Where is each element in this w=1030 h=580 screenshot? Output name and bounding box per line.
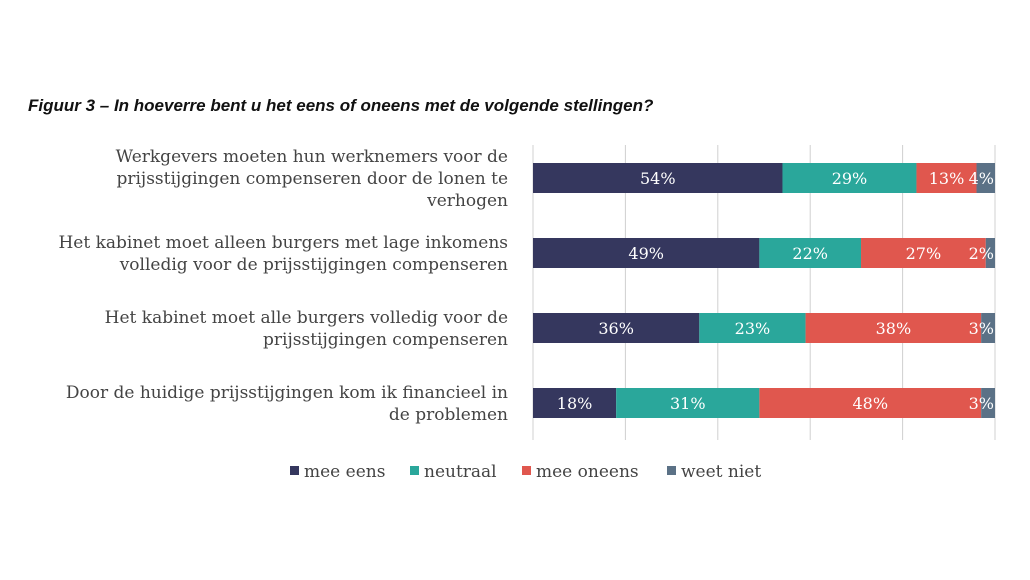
legend-swatch	[522, 466, 531, 475]
data-label: 23%	[735, 319, 771, 338]
legend-swatch	[290, 466, 299, 475]
bar-mee-eens	[533, 238, 760, 268]
category-label: Werkgevers moeten hun werknemers voor de…	[116, 147, 508, 211]
bar-neutraal	[699, 313, 806, 343]
data-label: 22%	[792, 244, 828, 263]
legend-label: neutraal	[424, 462, 497, 482]
bar-mee-oneens	[759, 388, 982, 418]
bar-neutraal	[782, 163, 917, 193]
data-label: 3%	[969, 319, 994, 338]
bar-weet-niet	[981, 388, 995, 418]
category-label: Door de huidige prijsstijgingen kom ik f…	[66, 383, 508, 425]
data-label: 13%	[929, 169, 965, 188]
bar-neutraal	[759, 238, 862, 268]
legend-label: weet niet	[681, 462, 761, 482]
bar-mee-eens	[533, 388, 617, 418]
category-label: Het kabinet moet alleen burgers met lage…	[58, 233, 508, 275]
legend-label: mee eens	[304, 462, 385, 482]
data-label: 38%	[876, 319, 912, 338]
data-label: 31%	[670, 394, 706, 413]
data-label: 3%	[969, 394, 994, 413]
data-label: 54%	[640, 169, 676, 188]
bar-mee-oneens	[916, 163, 977, 193]
bar-weet-niet	[981, 313, 995, 343]
category-label: Het kabinet moet alle burgers volledig v…	[105, 308, 508, 350]
data-label: 18%	[557, 394, 593, 413]
data-label: 27%	[906, 244, 942, 263]
bar-mee-eens	[533, 313, 700, 343]
data-label: 29%	[832, 169, 868, 188]
legend-label: mee oneens	[536, 462, 639, 482]
legend-swatch	[410, 466, 419, 475]
bar-weet-niet	[985, 238, 995, 268]
data-label: 4%	[969, 169, 994, 188]
data-label: 48%	[852, 394, 888, 413]
bar-neutraal	[616, 388, 760, 418]
bar-mee-eens	[533, 163, 783, 193]
bar-mee-oneens	[805, 313, 982, 343]
data-label: 2%	[969, 244, 994, 263]
chart-title: Figuur 3 – In hoeverre bent u het eens o…	[28, 96, 654, 115]
bar-weet-niet	[976, 163, 995, 193]
data-label: 49%	[628, 244, 664, 263]
data-label: 36%	[598, 319, 634, 338]
bar-mee-oneens	[861, 238, 986, 268]
legend-swatch	[667, 466, 676, 475]
